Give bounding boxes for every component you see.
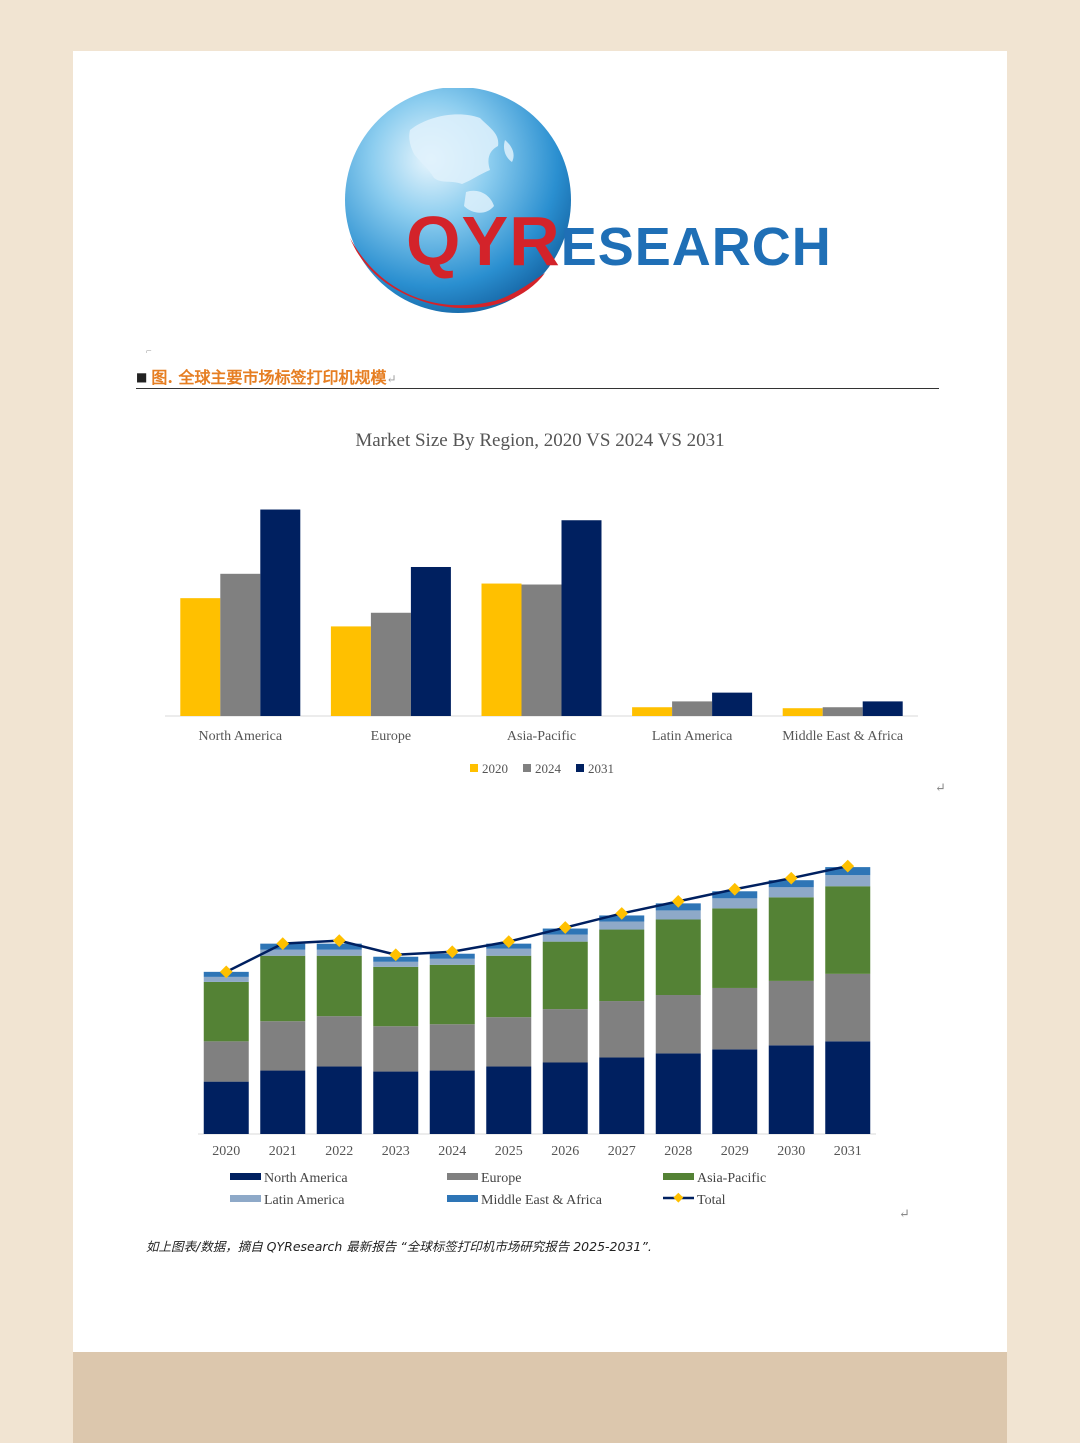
- return-mark: ↵: [899, 1206, 910, 1221]
- paragraph-mark: ⌐: [146, 346, 152, 357]
- bar-chart-title: Market Size By Region, 2020 VS 2024 VS 2…: [355, 430, 725, 451]
- figure-caption: ■ 图. 全球主要市场标签打印机规模↵: [136, 364, 939, 389]
- globe-icon: [345, 88, 571, 313]
- caption-return-mark: ↵: [386, 372, 397, 386]
- caption-text: 图. 全球主要市场标签打印机规模: [151, 368, 387, 387]
- qyresearch-logo: QYRESEARCH: [340, 88, 840, 323]
- source-note: 如上图表/数据，摘自 QYResearch 最新报告 “全球标签打印机市场研究报…: [146, 1239, 652, 1254]
- logo-esearch: ESEARCH: [560, 217, 832, 277]
- logo-wordmark: QYRESEARCH: [406, 206, 832, 276]
- logo-qyr: QYR: [406, 202, 561, 280]
- caption-bullet: ■: [136, 370, 148, 384]
- return-mark: ↵: [935, 780, 946, 795]
- page-bottom-strip: [73, 1352, 1007, 1443]
